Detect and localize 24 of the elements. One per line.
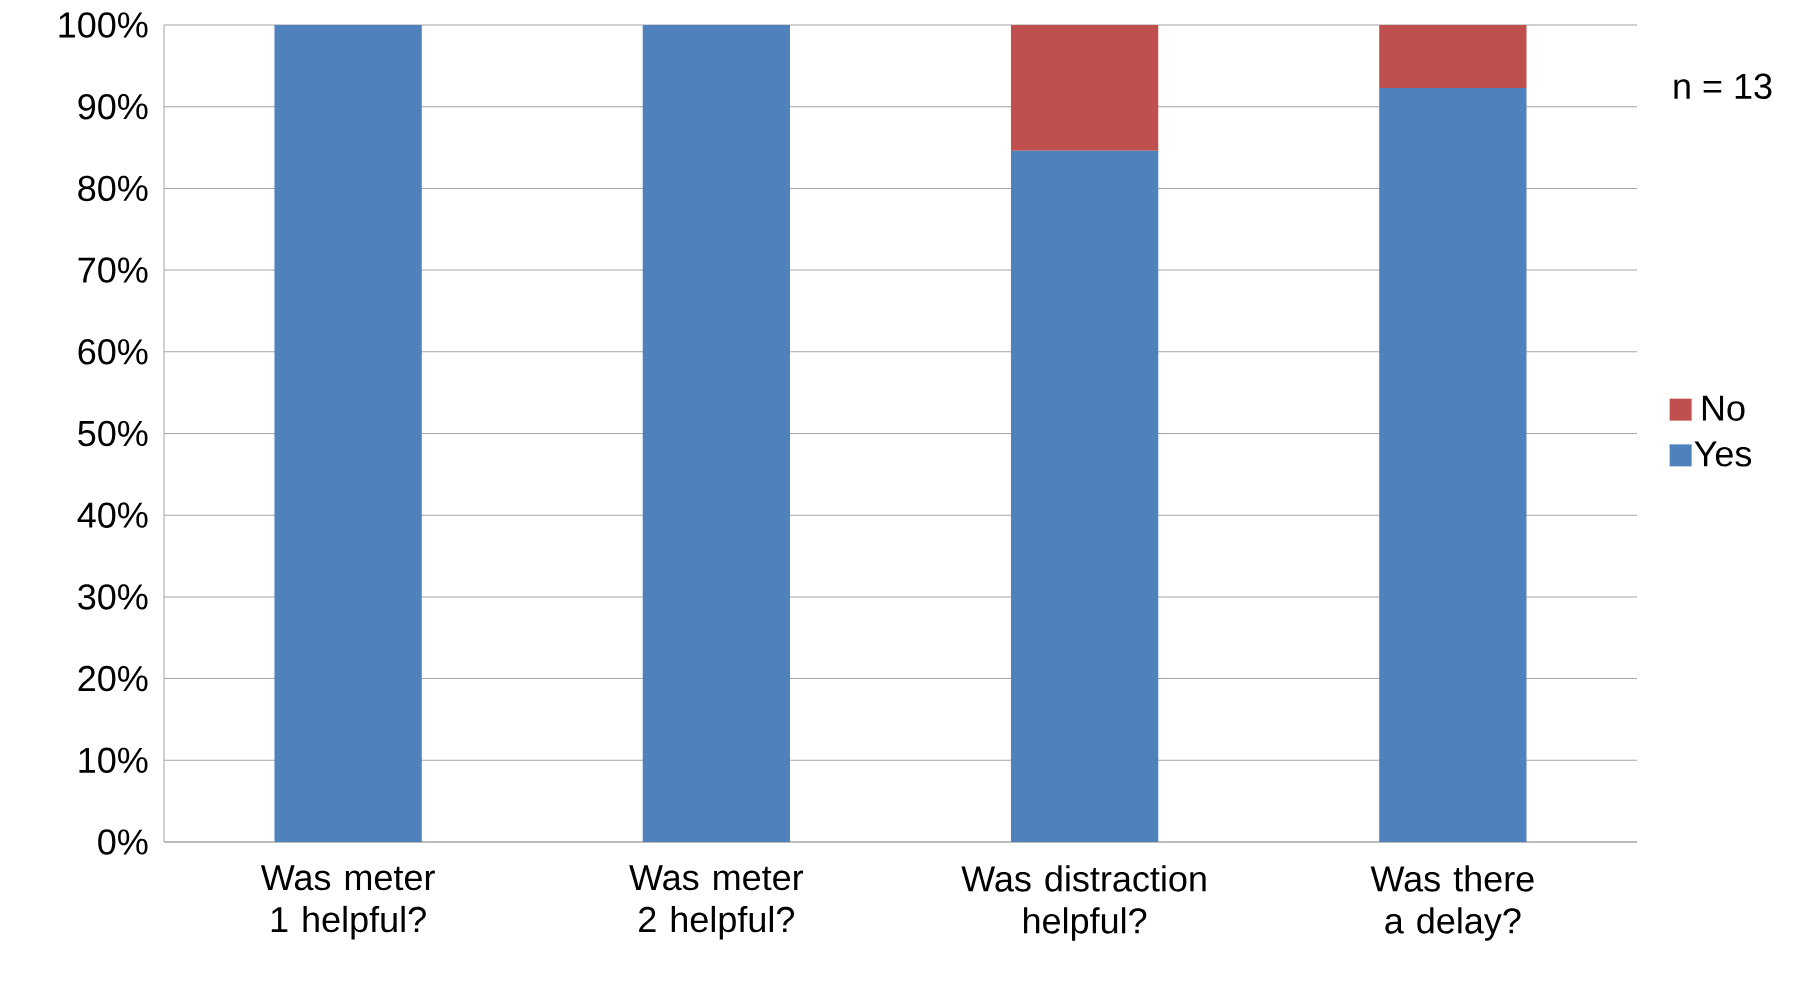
y-tick-label: 20%	[78, 665, 148, 692]
y-tick-label: 0%	[98, 829, 148, 855]
y-tick-label: 40%	[77, 502, 148, 528]
text: n = 13	[1674, 73, 1772, 99]
legend-label: No	[1702, 395, 1745, 421]
bar	[274, 24, 422, 842]
y-tick-label: 100%	[59, 12, 148, 38]
y-tick-label: 10%	[79, 747, 148, 774]
y-tick-label: 60%	[78, 339, 148, 365]
x-tick-label: Was meter 1 helpful?	[260, 865, 435, 940]
bar	[642, 24, 791, 842]
bar	[1010, 24, 1159, 151]
y-tick-label: 80%	[78, 175, 148, 202]
y-tick-label: 50%	[78, 420, 148, 447]
bar	[1010, 150, 1159, 842]
y-tick-label: 90%	[78, 93, 148, 120]
bar	[1379, 24, 1527, 88]
legend-label: Yes	[1694, 441, 1752, 467]
y-tick-label: 70%	[78, 257, 148, 283]
y-tick-label: 30%	[78, 584, 148, 610]
bar	[1379, 87, 1527, 842]
x-tick-label: Was meter 2 helpful?	[629, 865, 804, 940]
x-tick-label: Was there a delay?	[1370, 865, 1534, 941]
x-tick-label: Was distraction helpful?	[961, 865, 1206, 941]
